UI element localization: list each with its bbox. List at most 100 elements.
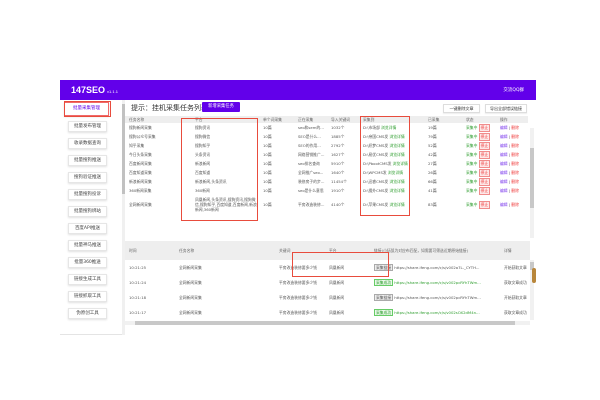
log-detail: 获取文章成功 【200平米别墅装修要多少钱200平米别墅装修价格】 xyxy=(500,275,530,290)
stop-button[interactable]: 停止 xyxy=(478,186,491,195)
log-platform: 凤凰新闻 xyxy=(329,310,345,315)
main-panel: 提示：挂机采集任务列表 新增采集任务 一键删除文章 导出全部错误链接 任务名称平… xyxy=(125,100,536,335)
sidebar-item[interactable]: 批量搜狗推送 xyxy=(68,155,107,166)
task-status: 采集中 停止 xyxy=(462,177,496,186)
log-horizontal-scrollbar[interactable] xyxy=(125,321,530,325)
task-per: 10篇 xyxy=(263,178,272,184)
sidebar-item[interactable]: 批量发布管理 xyxy=(68,121,107,132)
task-status: 采集中 停止 xyxy=(462,186,496,195)
status-text: 采集中 xyxy=(466,142,478,148)
task-row: 百度新闻采集 新浪新闻 10篇 seo排名查询 5910个 D:\PbootCMS发 浏览… xyxy=(125,159,528,168)
sidebar-item[interactable]: 收录数据查询 xyxy=(68,138,107,149)
sidebar-item[interactable]: 批量搜狗绑站 xyxy=(68,206,107,217)
delete-link[interactable]: 删除 xyxy=(511,160,519,166)
task-destination: D:\易优CMS发 浏览详情 xyxy=(359,150,424,159)
view-details-link[interactable]: 浏览详情 xyxy=(392,160,408,166)
sidebar-item[interactable]: 伪原创工具 xyxy=(68,308,107,319)
task-per: 10篇 xyxy=(263,151,272,157)
view-details-link[interactable]: 浏览详情 xyxy=(389,151,405,157)
log-tag: 采集成功 xyxy=(374,279,394,286)
stop-button[interactable]: 停止 xyxy=(478,159,491,168)
delete-link[interactable]: 删除 xyxy=(511,187,519,193)
log-url[interactable]: https://share.ifeng.com/c/s/v002a7L-_CYT… xyxy=(394,265,480,270)
log-article-title: 【购房者使用装修的小窍门——以60平米老房装修要多少钱】 xyxy=(528,310,530,315)
task-table-scrollbar[interactable] xyxy=(530,128,534,238)
edit-link[interactable]: 编辑 xyxy=(500,151,508,157)
sidebar-item[interactable]: 链接抓取工具 xyxy=(68,291,107,302)
log-column-header: 平台 xyxy=(325,241,370,260)
column-header: 正在采集 xyxy=(294,116,327,123)
log-url[interactable]: https://share.ifeng.com/c/s/v002sOX2dM4n… xyxy=(394,310,480,315)
view-details-link[interactable]: 浏览详情 xyxy=(389,142,405,148)
edit-link[interactable]: 编辑 xyxy=(500,169,508,175)
view-details-link[interactable]: 浏览详情 xyxy=(389,133,405,139)
task-name: 全网新闻采集 xyxy=(129,201,152,207)
floating-side-handle[interactable] xyxy=(532,268,536,283)
view-details-link[interactable]: 浏览详情 xyxy=(389,178,405,184)
qq-group-link[interactable]: 交流QQ群 xyxy=(503,88,524,93)
export-keywords-button[interactable]: 导出全部错误链接 xyxy=(485,104,527,113)
delete-link[interactable]: 删除 xyxy=(511,142,519,148)
sidebar-scroll-thumb[interactable] xyxy=(122,104,125,194)
delete-link[interactable]: 删除 xyxy=(511,178,519,184)
task-destination: D:\苹果CMS发 浏览详情 xyxy=(359,195,424,214)
stop-button[interactable]: 停止 xyxy=(478,132,491,141)
stop-button[interactable]: 停止 xyxy=(478,168,491,177)
edit-link[interactable]: 编辑 xyxy=(500,187,508,193)
status-text: 采集中 xyxy=(466,178,478,184)
sidebar-item[interactable]: 批量360推送 xyxy=(68,257,107,268)
log-detail: 获取文章成功 【购房者使用装修的小窍门——以60平米老房装修要多少钱】 xyxy=(500,305,530,319)
view-details-link[interactable]: 浏览详情 xyxy=(389,201,405,207)
delete-link[interactable]: 删除 xyxy=(511,151,519,157)
edit-link[interactable]: 编辑 xyxy=(500,142,508,148)
task-name: 百度知道采集 xyxy=(129,169,152,175)
destination-path: D:\帝国CMS发 xyxy=(363,133,389,139)
task-actions: 编辑 | 删除 xyxy=(500,124,519,130)
view-details-link[interactable]: 浏览详情 xyxy=(387,169,404,175)
sidebar-scrollbar[interactable] xyxy=(122,100,125,335)
sidebar-item[interactable]: 批量采集管理 xyxy=(64,102,109,116)
new-task-button[interactable]: 新增采集任务 xyxy=(202,102,240,112)
edit-link[interactable]: 编辑 xyxy=(500,201,508,207)
sidebar-item[interactable]: 搜狗验证推送 xyxy=(68,172,107,183)
stop-button[interactable]: 停止 xyxy=(478,200,491,209)
sidebar-item[interactable]: 百度API推送 xyxy=(68,223,107,234)
sidebar-item[interactable]: 批量神马推送 xyxy=(68,240,107,251)
log-scrollbar[interactable] xyxy=(530,260,534,320)
log-row: 10:21:18 全网新闻采集 平房改造装修要多少钱 凤凰新闻 采集链接 https://… xyxy=(125,290,530,305)
log-row: 10:21:24 全网新闻采集 平房改造装修要多少钱 凤凰新闻 采集成功 https://… xyxy=(125,275,530,290)
top-bar: 147SEO v1.1.1 交流QQ群 xyxy=(60,80,536,100)
delete-link[interactable]: 删除 xyxy=(511,133,519,139)
log-url[interactable]: https://share.ifeng.com/c/s/v002pcRYhTWm… xyxy=(394,280,481,285)
column-header: 平台 xyxy=(191,116,259,123)
stop-button[interactable]: 停止 xyxy=(478,177,491,186)
stop-button[interactable]: 停止 xyxy=(478,123,491,132)
delete-link[interactable]: 删除 xyxy=(511,124,519,130)
log-url[interactable]: https://share.ifeng.com/c/s/v002pcRYhTWm… xyxy=(394,295,481,300)
edit-link[interactable]: 编辑 xyxy=(500,124,508,130)
log-scroll-thumb[interactable] xyxy=(530,262,534,270)
delete-articles-button[interactable]: 一键删除文章 xyxy=(443,104,480,113)
edit-link[interactable]: 编辑 xyxy=(500,178,508,184)
delete-link[interactable]: 删除 xyxy=(511,201,519,207)
stop-button[interactable]: 停止 xyxy=(478,150,491,159)
task-scroll-thumb[interactable] xyxy=(530,148,534,208)
task-destination: D:\帝国CMS发 浏览详情 xyxy=(359,132,424,141)
view-details-link[interactable]: 浏览详情 xyxy=(381,124,397,130)
destination-path: D:\迅睿CMS发 xyxy=(363,178,389,184)
task-row: 搜狗新闻采集 搜狗资讯 10篇 seo和sem的... 1032个 D:\市场部 浏览详情… xyxy=(125,123,528,132)
edit-link[interactable]: 编辑 xyxy=(500,133,508,139)
sidebar-item[interactable]: 批量搜狗投诉 xyxy=(68,189,107,200)
task-status: 采集中 停止 xyxy=(462,195,496,214)
task-actions: 编辑 | 删除 xyxy=(500,201,519,207)
task-current: 平房改造装修... xyxy=(298,201,325,207)
sidebar-item[interactable]: 链接生成工具 xyxy=(68,274,107,285)
view-details-link[interactable]: 浏览详情 xyxy=(389,187,405,193)
stop-button[interactable]: 停止 xyxy=(478,141,491,150)
task-actions: 编辑 | 删除 xyxy=(500,178,519,184)
edit-link[interactable]: 编辑 xyxy=(500,160,508,166)
delete-link[interactable]: 删除 xyxy=(511,169,519,175)
task-status: 采集中 停止 xyxy=(462,141,496,150)
log-task: 全网新闻采集 xyxy=(179,295,202,300)
log-hscroll-thumb[interactable] xyxy=(135,321,515,325)
